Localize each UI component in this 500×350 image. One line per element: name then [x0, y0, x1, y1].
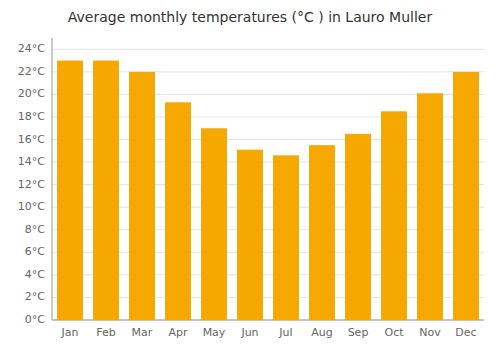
- bar: [381, 111, 407, 320]
- grid: [52, 49, 484, 320]
- y-tick-label: 18°C: [18, 110, 45, 123]
- x-tick-label: Jun: [240, 326, 258, 339]
- y-tick-label: 0°C: [25, 313, 45, 326]
- bar: [417, 93, 443, 320]
- x-tick-label: Mar: [132, 326, 153, 339]
- x-tick-label: Jul: [278, 326, 292, 339]
- bar: [165, 102, 191, 320]
- y-tick-label: 8°C: [25, 223, 45, 236]
- page: {"chart_data": {"type": "bar", "title": …: [0, 0, 500, 350]
- y-tick-label: 2°C: [25, 290, 45, 303]
- bar: [453, 72, 479, 320]
- x-tick-label: May: [203, 326, 226, 339]
- title: Average monthly temperatures (°C ) in La…: [68, 9, 433, 25]
- x-tick-label: Apr: [168, 326, 188, 339]
- x-tick-label: Sep: [348, 326, 369, 339]
- bar: [57, 61, 83, 320]
- bar: [129, 72, 155, 320]
- bar: [309, 145, 335, 320]
- y-tick-label: 10°C: [18, 200, 45, 213]
- bar: [273, 155, 299, 320]
- x-tick-label: Aug: [311, 326, 332, 339]
- y-tick-label: 20°C: [18, 87, 45, 100]
- x-tick-labels: Jan Feb Mar Apr May Jun Jul Aug Sep Oct Nov Dec: [61, 326, 477, 339]
- grid-line: [52, 49, 484, 50]
- y-tick-label: 24°C: [18, 42, 45, 55]
- x-tick-label: Oct: [384, 326, 404, 339]
- bar: [93, 61, 119, 320]
- bar: [345, 134, 371, 320]
- x-tick-label: Feb: [96, 326, 115, 339]
- y-tick-label: 16°C: [18, 133, 45, 146]
- x-tick-label: Dec: [455, 326, 476, 339]
- bar: [237, 150, 263, 320]
- x-tick-label: Jan: [61, 326, 79, 339]
- y-tick-label: 22°C: [18, 65, 45, 78]
- bars: [57, 61, 479, 320]
- y-axis-line: [52, 38, 53, 320]
- y-tick-label: 12°C: [18, 178, 45, 191]
- y-tick-label: 4°C: [25, 268, 45, 281]
- y-tick-label: 14°C: [18, 155, 45, 168]
- x-tick-label: Nov: [419, 326, 441, 339]
- chart: 0°C 2°C 4°C 6°C 8°C 10°C 12°C 14°C 16°C 18°C 20°C 2…: [0, 0, 500, 350]
- y-tick-label: 6°C: [25, 245, 45, 258]
- bar: [201, 128, 227, 320]
- y-tick-labels: 0°C 2°C 4°C 6°C 8°C 10°C 12°C 14°C 16°C 18°C 20°C 2…: [18, 42, 45, 326]
